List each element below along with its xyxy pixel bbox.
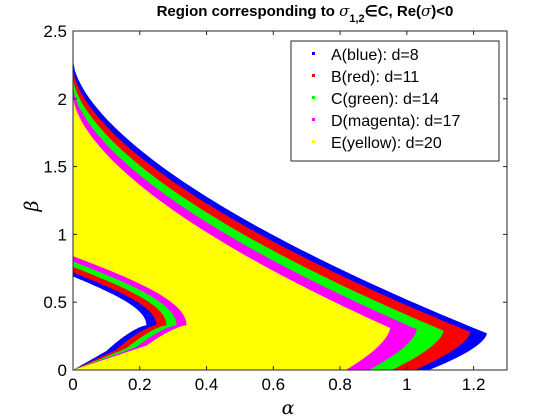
y-tick-label: 0.5 xyxy=(43,293,67,312)
x-tick-label: 1 xyxy=(402,375,411,394)
legend: A(blue): d=8 B(red): d=11 C(green): d=14 D(… xyxy=(290,40,500,162)
y-tick-label: 0 xyxy=(58,361,67,380)
legend-entry: B(red): d=11 xyxy=(331,69,419,86)
title-subscript: 1,2 xyxy=(349,13,364,25)
x-axis-label: α xyxy=(282,397,295,419)
x-tick-label: 0.8 xyxy=(328,375,352,394)
legend-marker xyxy=(312,118,315,121)
legend-entry: E(yellow): d=20 xyxy=(331,135,442,152)
title-sigma-2: σ xyxy=(421,2,432,20)
x-tick-label: 0.4 xyxy=(195,375,219,394)
chart-title: Region corresponding to σ1,2∈C, Re(σ)<0 xyxy=(157,2,454,25)
legend-marker xyxy=(312,96,315,99)
legend-entry: D(magenta): d=17 xyxy=(331,113,461,130)
legend-box xyxy=(290,40,500,162)
title-prefix: Region corresponding to xyxy=(157,3,340,20)
title-middle: ∈C, Re( xyxy=(365,3,421,20)
x-tick-label: 1.2 xyxy=(462,375,486,394)
y-tick-label: 2.5 xyxy=(43,22,67,41)
plot-area xyxy=(73,60,487,370)
legend-entry: C(green): d=14 xyxy=(331,91,439,108)
x-tick-label: 0.2 xyxy=(128,375,152,394)
title-suffix: )<0 xyxy=(431,3,453,20)
legend-entry: A(blue): d=8 xyxy=(331,47,419,64)
axes-frame xyxy=(72,30,508,371)
legend-marker xyxy=(312,140,315,143)
x-tick-label: 0.6 xyxy=(261,375,285,394)
y-tick-label: 2 xyxy=(58,90,67,109)
title-sigma: σ xyxy=(339,2,350,20)
x-tick-label: 0 xyxy=(68,375,77,394)
axes: 0 0.2 0.4 0.6 0.8 1 1.2 0 0.5 1 1.5 2 2.5 xyxy=(43,22,508,394)
y-tick-label: 1.5 xyxy=(43,158,67,177)
y-axis-label: β xyxy=(21,200,43,212)
legend-marker xyxy=(312,52,315,55)
region-series-3 xyxy=(73,86,417,370)
y-tick-label: 1 xyxy=(58,225,67,244)
legend-marker xyxy=(312,74,315,77)
region-series-4 xyxy=(73,96,391,370)
